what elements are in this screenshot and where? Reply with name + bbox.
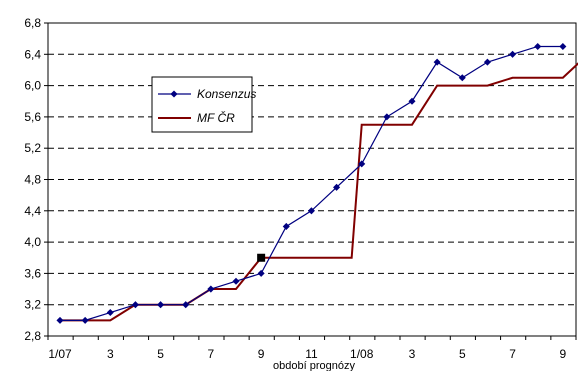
x-tick-label: 11 xyxy=(305,347,318,361)
data-point-konsenzus xyxy=(483,58,491,66)
data-point-konsenzus xyxy=(534,42,542,51)
data-point-konsenzus xyxy=(56,316,64,324)
y-tick-label: 5,2 xyxy=(24,141,41,155)
legend-marker-konsenzus xyxy=(170,90,178,98)
data-point-konsenzus xyxy=(81,316,89,324)
legend-box xyxy=(151,76,253,133)
data-point-konsenzus xyxy=(232,277,240,285)
x-tick-label: 7 xyxy=(208,347,215,361)
y-tick-label: 2,8 xyxy=(24,329,41,343)
y-tick-label: 6,8 xyxy=(24,16,41,30)
series-mf-cr xyxy=(60,62,578,322)
data-point-konsenzus xyxy=(559,42,567,51)
legend-label-mf-cr: MF ČR xyxy=(197,110,235,125)
data-point-konsenzus xyxy=(282,222,290,230)
y-tick-label: 4,4 xyxy=(24,204,41,218)
y-axis-ticks: 2,8 3,2 3,6 4,0 4,4 4,8 5,2 5,6 6,0 6,4 6,8 xyxy=(24,16,48,343)
highlight-square-marker xyxy=(257,253,266,262)
legend: Konsenzus MF ČR xyxy=(151,76,256,133)
data-point-konsenzus xyxy=(333,183,341,191)
data-point-konsenzus xyxy=(131,301,139,309)
x-tick-label: 1/07 xyxy=(48,347,72,361)
data-point-konsenzus xyxy=(408,97,416,105)
series-line-konsenzus xyxy=(60,45,563,321)
y-tick-label: 6,4 xyxy=(24,47,41,61)
x-tick-label: 9 xyxy=(560,347,567,361)
data-point-konsenzus xyxy=(509,50,517,58)
y-tick-label: 6,0 xyxy=(24,79,41,93)
data-point-konsenzus xyxy=(157,301,165,309)
series-konsenzus xyxy=(56,42,567,324)
x-tick-label: 1/08 xyxy=(350,347,374,361)
data-point-konsenzus xyxy=(307,207,315,215)
y-tick-label: 4,0 xyxy=(24,235,41,249)
data-point-konsenzus xyxy=(458,74,466,82)
x-tick-label: 5 xyxy=(157,347,164,361)
x-axis-ticks: 1/07 3 5 7 9 11 1/08 3 5 7 9 xyxy=(47,336,577,361)
x-tick-label: 7 xyxy=(509,347,516,361)
x-axis-title: období prognózy xyxy=(273,360,355,371)
data-point-konsenzus xyxy=(383,113,391,121)
y-tick-label: 5,6 xyxy=(24,110,41,124)
data-point-konsenzus xyxy=(358,160,366,168)
x-tick-label: 9 xyxy=(258,347,265,361)
y-tick-label: 3,6 xyxy=(24,266,41,280)
data-point-konsenzus xyxy=(106,308,114,317)
x-tick-label: 3 xyxy=(409,347,416,361)
y-tick-label: 4,8 xyxy=(24,173,41,187)
data-point-konsenzus xyxy=(182,301,190,309)
data-point-konsenzus xyxy=(433,58,441,66)
series-line-mf-cr xyxy=(60,62,578,322)
y-tick-label: 3,2 xyxy=(24,298,41,312)
x-tick-label: 5 xyxy=(459,347,466,361)
x-tick-label: 3 xyxy=(107,347,114,361)
data-point-konsenzus xyxy=(207,285,215,293)
grid-lines xyxy=(48,53,576,306)
data-point-konsenzus xyxy=(257,269,265,277)
annotations xyxy=(257,253,266,262)
legend-label-konsenzus: Konsenzus xyxy=(197,87,256,101)
